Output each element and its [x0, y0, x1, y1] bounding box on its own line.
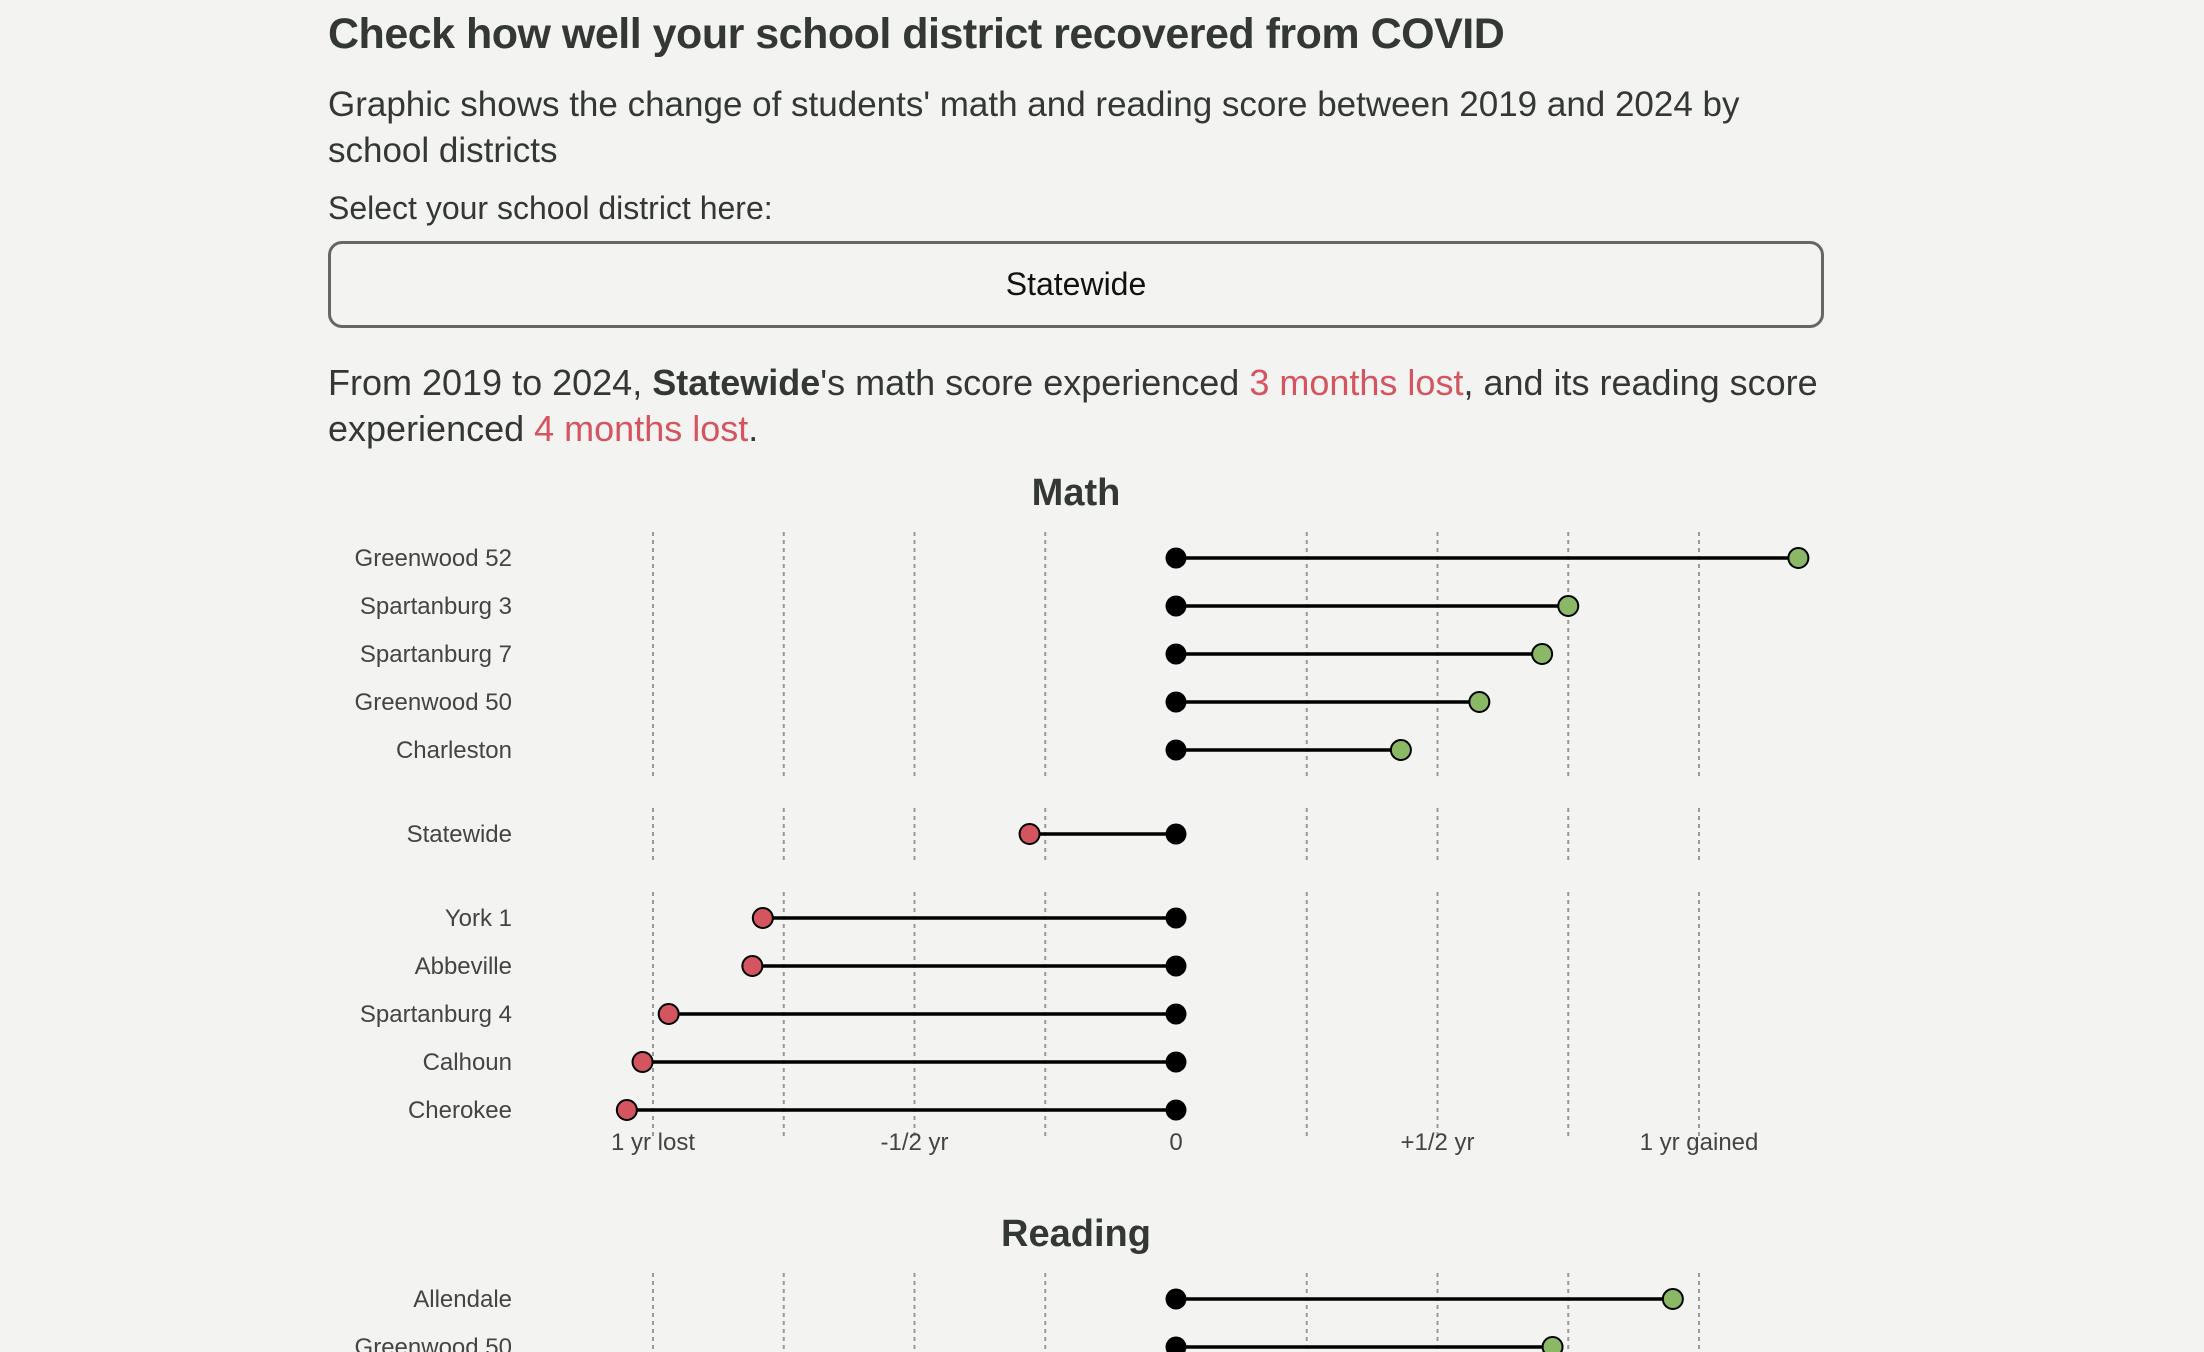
- baseline-dot: [1165, 643, 1187, 665]
- loss-dot: [657, 1003, 680, 1025]
- loss-dot: [741, 955, 764, 977]
- row-label: Charleston: [396, 737, 512, 764]
- row-label: Allendale: [413, 1286, 512, 1313]
- summary-math-change: 3 months lost: [1249, 362, 1464, 403]
- row-label: Spartanburg 3: [360, 593, 512, 620]
- baseline-dot: [1165, 823, 1187, 845]
- tick-label: +1/2 yr: [1400, 1129, 1474, 1156]
- row-label: Spartanburg 7: [360, 641, 512, 668]
- summary-suffix: .: [748, 408, 759, 449]
- loss-dot: [751, 907, 774, 929]
- district-select-value: Statewide: [1005, 266, 1147, 302]
- row-label: Greenwood 50: [355, 689, 512, 716]
- row-label: Calhoun: [423, 1049, 512, 1076]
- row-label: York 1: [445, 905, 512, 932]
- row-label: Cherokee: [408, 1097, 512, 1124]
- chart-title: Reading: [1001, 1213, 1151, 1255]
- baseline-dot: [1165, 1051, 1187, 1073]
- district-select-label: Select your school district here:: [328, 190, 773, 226]
- gain-dot: [1557, 595, 1580, 617]
- summary-reading-change: 4 months lost: [534, 408, 749, 449]
- summary-mid1: 's math score experienced: [820, 362, 1250, 403]
- baseline-dot: [1165, 739, 1187, 761]
- district-select[interactable]: Statewide: [328, 241, 1824, 328]
- page-title: Check how well your school district reco…: [328, 10, 1505, 58]
- tick-label: 1 yr lost: [611, 1129, 695, 1156]
- baseline-dot: [1165, 907, 1187, 929]
- baseline-dot: [1165, 1099, 1187, 1121]
- gain-dot: [1531, 643, 1554, 665]
- baseline-dot: [1165, 691, 1187, 713]
- baseline-dot: [1165, 1003, 1187, 1025]
- tick-label: -1/2 yr: [880, 1129, 948, 1156]
- row-label: Greenwood 50: [355, 1334, 512, 1352]
- gain-dot: [1468, 691, 1491, 713]
- loss-dot: [615, 1099, 638, 1121]
- loss-dot: [1018, 823, 1041, 845]
- baseline-dot: [1165, 1288, 1187, 1310]
- chart-title: Math: [1032, 472, 1121, 514]
- loss-dot: [631, 1051, 654, 1073]
- gain-dot: [1389, 739, 1412, 761]
- summary-text: From 2019 to 2024, Statewide's math scor…: [328, 360, 1824, 452]
- row-label: Statewide: [407, 821, 512, 848]
- row-label: Greenwood 52: [355, 545, 512, 572]
- baseline-dot: [1165, 595, 1187, 617]
- summary-mid2: , and its reading score experienced: [328, 362, 1818, 449]
- chart-math: Math Greenwood 52 Spartanburg 3 Spartanburg…: [355, 472, 1810, 1156]
- gain-dot: [1541, 1336, 1564, 1352]
- summary-prefix: From 2019 to 2024,: [328, 362, 653, 403]
- gain-dot: [1661, 1288, 1684, 1310]
- baseline-dot: [1165, 1336, 1187, 1352]
- row-label: Spartanburg 4: [360, 1001, 512, 1028]
- baseline-dot: [1165, 955, 1187, 977]
- tick-label: 1 yr gained: [1640, 1129, 1759, 1156]
- gain-dot: [1787, 547, 1810, 569]
- summary-district: Statewide: [652, 362, 821, 403]
- tick-label: 0: [1169, 1129, 1182, 1156]
- chart-reading: Reading Allendale Greenwood 50: [355, 1213, 1700, 1352]
- baseline-dot: [1165, 547, 1187, 569]
- page-subtitle: Graphic shows the change of students' ma…: [328, 85, 1740, 170]
- row-label: Abbeville: [415, 953, 512, 980]
